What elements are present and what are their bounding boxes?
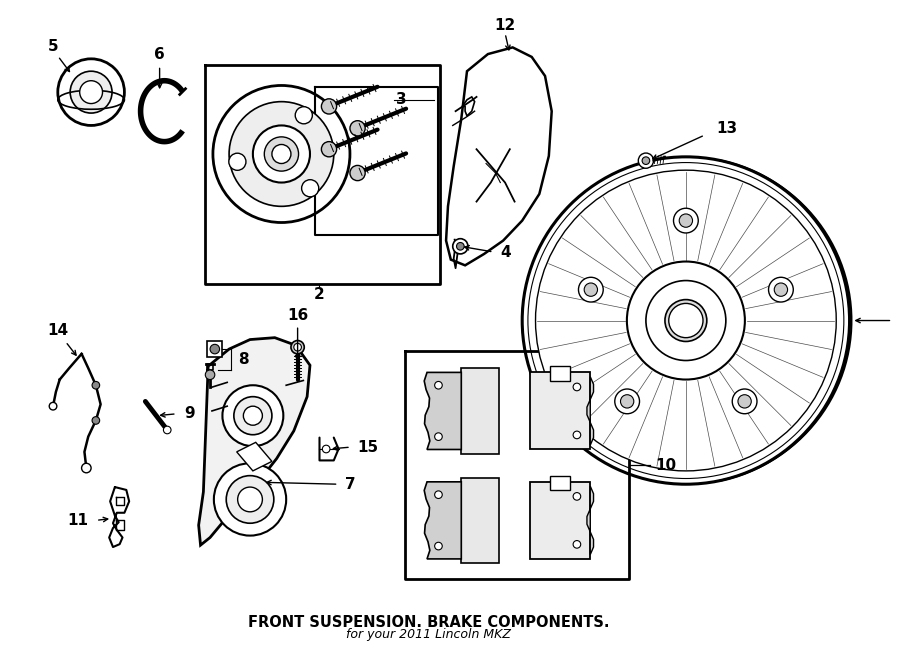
Circle shape: [584, 283, 598, 297]
Text: 3: 3: [396, 92, 406, 107]
Circle shape: [453, 239, 468, 254]
Text: 7: 7: [346, 477, 356, 492]
Circle shape: [253, 125, 310, 183]
Polygon shape: [463, 97, 474, 116]
Circle shape: [456, 242, 464, 250]
Circle shape: [213, 85, 350, 222]
Text: for your 2011 Lincoln MKZ: for your 2011 Lincoln MKZ: [346, 628, 511, 641]
Circle shape: [620, 395, 634, 408]
Circle shape: [646, 281, 725, 361]
Polygon shape: [587, 377, 593, 446]
Circle shape: [673, 209, 698, 233]
Text: 6: 6: [154, 46, 165, 62]
Circle shape: [210, 344, 220, 354]
Circle shape: [573, 383, 580, 391]
Circle shape: [234, 397, 272, 435]
Circle shape: [733, 389, 757, 414]
Circle shape: [302, 179, 319, 197]
Polygon shape: [462, 477, 500, 563]
Circle shape: [293, 344, 302, 351]
Circle shape: [321, 142, 337, 157]
Text: 10: 10: [655, 457, 677, 473]
Circle shape: [322, 446, 330, 453]
Polygon shape: [530, 373, 590, 449]
Circle shape: [222, 385, 284, 446]
Circle shape: [435, 491, 442, 498]
Circle shape: [238, 487, 263, 512]
Circle shape: [50, 402, 57, 410]
Polygon shape: [424, 373, 462, 449]
Text: 9: 9: [184, 406, 195, 421]
Circle shape: [92, 416, 100, 424]
Text: FRONT SUSPENSION. BRAKE COMPONENTS.: FRONT SUSPENSION. BRAKE COMPONENTS.: [248, 615, 609, 630]
Circle shape: [642, 157, 650, 164]
Circle shape: [321, 99, 337, 114]
Circle shape: [665, 300, 706, 342]
Polygon shape: [199, 338, 310, 545]
Circle shape: [205, 370, 215, 379]
Circle shape: [669, 303, 703, 338]
Circle shape: [738, 395, 752, 408]
Text: 16: 16: [287, 308, 308, 323]
Circle shape: [350, 166, 365, 181]
Circle shape: [774, 283, 788, 297]
Circle shape: [265, 137, 299, 171]
Polygon shape: [424, 482, 462, 559]
Polygon shape: [462, 368, 500, 453]
Circle shape: [82, 463, 91, 473]
Polygon shape: [446, 48, 552, 265]
Circle shape: [350, 120, 365, 136]
Text: 11: 11: [68, 513, 88, 528]
Circle shape: [579, 277, 603, 302]
Circle shape: [536, 170, 836, 471]
Circle shape: [573, 493, 580, 500]
Polygon shape: [550, 366, 571, 381]
Circle shape: [229, 153, 246, 170]
Circle shape: [70, 71, 112, 113]
FancyBboxPatch shape: [207, 342, 222, 357]
Polygon shape: [550, 476, 571, 491]
Circle shape: [615, 389, 640, 414]
Circle shape: [680, 214, 692, 227]
Circle shape: [522, 157, 850, 484]
Circle shape: [627, 261, 745, 379]
Circle shape: [435, 433, 442, 440]
Circle shape: [164, 426, 171, 434]
Circle shape: [80, 81, 103, 103]
Text: 5: 5: [48, 39, 58, 54]
Text: 13: 13: [716, 120, 737, 136]
Circle shape: [435, 381, 442, 389]
Circle shape: [272, 144, 291, 164]
Circle shape: [573, 431, 580, 439]
Circle shape: [214, 463, 286, 536]
Circle shape: [769, 277, 793, 302]
Circle shape: [243, 406, 263, 425]
Circle shape: [573, 541, 580, 548]
Circle shape: [230, 102, 334, 207]
Circle shape: [92, 381, 100, 389]
Text: 12: 12: [494, 18, 516, 33]
Circle shape: [435, 542, 442, 550]
Polygon shape: [530, 482, 590, 559]
Text: 2: 2: [314, 287, 325, 303]
Text: 15: 15: [357, 440, 379, 455]
Text: 8: 8: [238, 352, 249, 367]
Circle shape: [638, 153, 653, 168]
Text: 4: 4: [500, 244, 511, 260]
Circle shape: [291, 340, 304, 354]
Circle shape: [295, 107, 312, 124]
Circle shape: [58, 59, 124, 125]
Circle shape: [226, 476, 274, 523]
Polygon shape: [237, 442, 272, 471]
Text: 1: 1: [899, 313, 900, 328]
Text: 14: 14: [47, 322, 68, 338]
Polygon shape: [587, 486, 593, 555]
